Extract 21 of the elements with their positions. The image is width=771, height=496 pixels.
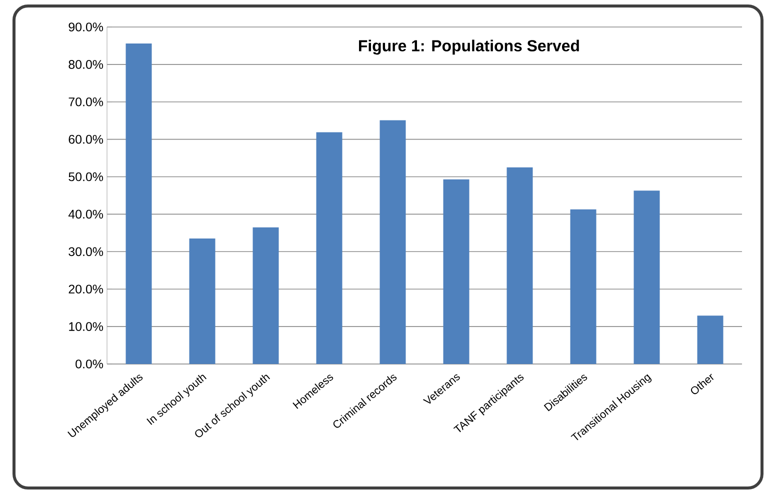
bar xyxy=(126,43,152,364)
y-tick-label: 10.0% xyxy=(69,322,104,331)
bar xyxy=(634,190,660,364)
bar xyxy=(316,132,342,364)
y-tick-label: 50.0% xyxy=(68,172,104,182)
text: Figure 1: Populations Served xyxy=(359,40,579,55)
y-tick-label: 40.0% xyxy=(68,210,104,219)
bar xyxy=(252,227,279,364)
y-tick-label: 30.0% xyxy=(68,247,104,256)
y-tick-label: 80.0% xyxy=(68,60,104,69)
bar xyxy=(443,179,470,364)
y-tick-label: 70.0% xyxy=(68,97,104,106)
y-tick-label: 60.0% xyxy=(68,134,104,144)
bar xyxy=(189,238,216,364)
y-tick-label: 20.0% xyxy=(68,284,104,294)
bar xyxy=(506,167,533,364)
bar xyxy=(697,316,724,364)
y-tick-label: 90.0% xyxy=(68,22,104,32)
y-tick-label: 0.0% xyxy=(76,360,104,368)
bar xyxy=(380,120,406,364)
bar xyxy=(570,209,596,364)
